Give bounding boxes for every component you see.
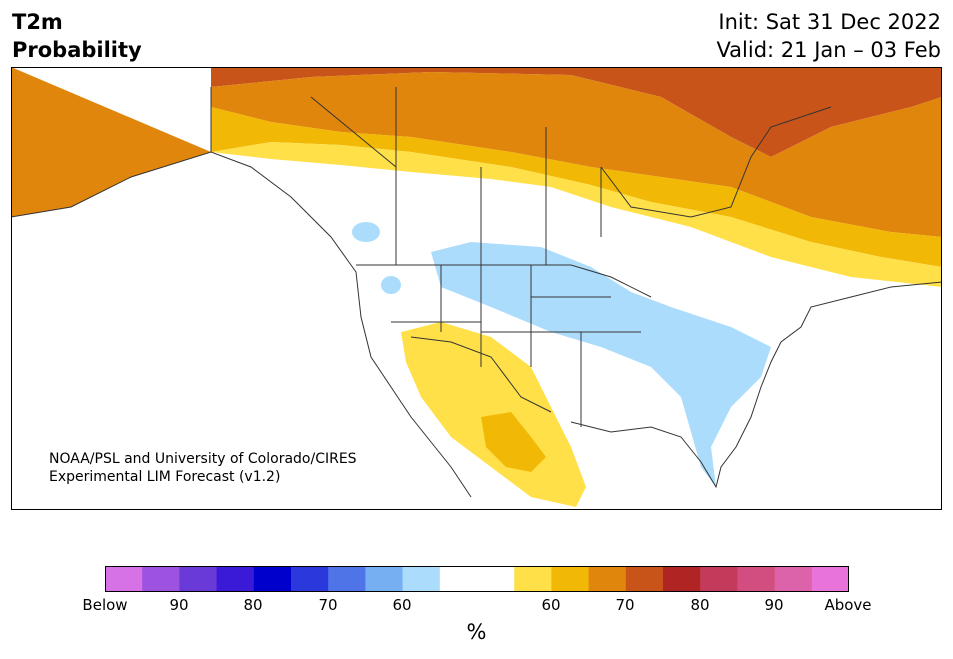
colorbar-cell	[216, 566, 255, 592]
tick-label-above: Above	[824, 596, 872, 614]
colorbar-cell	[477, 566, 515, 592]
colorbar-cell	[774, 566, 813, 592]
colorbar-frame	[105, 566, 849, 592]
init-date: Init: Sat 31 Dec 2022	[718, 10, 941, 34]
colorbar	[105, 566, 849, 592]
tick-label-below: Below	[82, 596, 128, 614]
shade-below-60-oregon	[381, 276, 401, 294]
colorbar-cell	[625, 566, 664, 592]
tick-label-90-above: 90	[764, 596, 784, 614]
shade-below-60-northwest	[352, 222, 380, 242]
colorbar-cell	[328, 566, 366, 592]
tick-label-80-below: 80	[243, 596, 263, 614]
coastline-hudson	[600, 106, 832, 218]
state-lines	[391, 265, 641, 427]
colorbar-cells	[105, 566, 849, 592]
colorbar-unit: %	[466, 620, 487, 644]
tick-label-60-below: 60	[392, 596, 412, 614]
tick-label-80-above: 80	[690, 596, 710, 614]
colorbar-cell	[588, 566, 627, 592]
valid-period: Valid: 21 Jan – 03 Feb	[716, 38, 941, 62]
tick-label-60-above: 60	[541, 596, 561, 614]
credit-line-1: NOAA/PSL and University of Colorado/CIRE…	[49, 451, 357, 467]
probability-map: NOAA/PSL and University of Colorado/CIRE…	[11, 67, 942, 510]
shade-above-60-belt	[211, 142, 942, 287]
colorbar-cell	[514, 566, 552, 592]
shade-above-70-belt	[211, 107, 942, 267]
coastline-west	[11, 151, 472, 498]
credit-line-2: Experimental LIM Forecast (v1.2)	[49, 469, 280, 485]
colorbar-cell	[551, 566, 590, 592]
coastline-east	[570, 281, 942, 489]
colorbar-cell	[663, 566, 701, 592]
tick-label-90-below: 90	[169, 596, 189, 614]
tick-label-70-below: 70	[318, 596, 338, 614]
title-line-2: Probability	[12, 38, 142, 62]
map-frame	[11, 67, 942, 510]
boundary-lines	[11, 87, 942, 498]
colorbar-cell	[700, 566, 738, 592]
colorbar-cell	[811, 566, 849, 592]
shade-below-60-central	[431, 242, 771, 487]
title-line-1: T2m	[12, 10, 63, 34]
us-canada-border	[356, 264, 652, 298]
colorbar-cell	[253, 566, 292, 592]
colorbar-cell	[179, 566, 218, 592]
colorbar-cell	[291, 566, 329, 592]
shade-above-90-north	[211, 67, 942, 157]
shade-above-70-mexico	[481, 412, 546, 472]
colorbar-cell	[402, 566, 441, 592]
probability-shading	[11, 67, 942, 507]
us-mexico-border	[410, 336, 552, 413]
colorbar-cell	[142, 566, 180, 592]
colorbar-cell	[365, 566, 404, 592]
map-title: T2m Probability	[12, 8, 142, 64]
colorbar-cell	[737, 566, 776, 592]
colorbar-cell	[439, 566, 478, 592]
tick-label-70-above: 70	[615, 596, 635, 614]
colorbar-cell	[105, 566, 143, 592]
shade-above-80-alaska	[11, 67, 942, 237]
province-lines	[210, 87, 602, 265]
forecast-dates: Init: Sat 31 Dec 2022 Valid: 21 Jan – 03…	[716, 8, 941, 64]
colorbar-tick-labels: Below 90 80 70 60 60 70 80 90 Above	[0, 596, 953, 620]
